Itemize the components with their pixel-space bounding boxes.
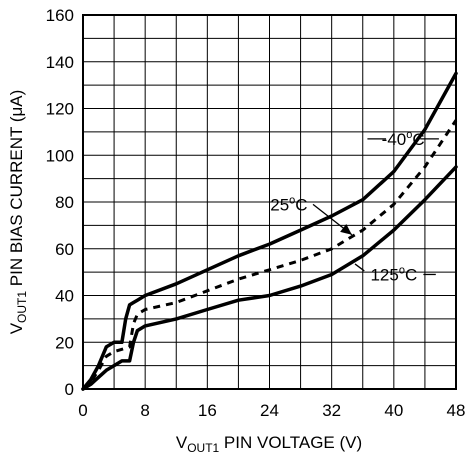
x-tick-label: 32 [322, 401, 341, 420]
x-axis-title-main: V [176, 433, 188, 452]
annotation-arrowhead [340, 224, 352, 235]
series-line-2 [81, 165, 458, 391]
y-tick-label: 160 [46, 6, 74, 25]
y-axis-title-sub: OUT1 [15, 291, 29, 323]
y-axis-title-main: V [7, 322, 26, 334]
y-axis-title: VOUT1 PIN BIAS CURRENT (μA) [7, 90, 29, 335]
y-tick-label: 40 [55, 287, 74, 306]
y-tick-label: 140 [46, 53, 74, 72]
y-axis-title-rest: PIN BIAS CURRENT (μA) [7, 90, 26, 291]
x-tick-label: 24 [260, 401, 279, 420]
tick-labels: 0 8 16 24 32 40 48 0 20 40 60 80 100 120 140 160 [46, 6, 466, 420]
x-tick-label: 8 [140, 401, 149, 420]
x-tick-label: 16 [198, 401, 217, 420]
y-tick-label: 120 [46, 100, 74, 119]
series-label-1: 25oC [270, 194, 307, 214]
y-tick-label: 0 [65, 380, 74, 399]
x-tick-label: 40 [384, 401, 403, 420]
x-axis-title-rest: PIN VOLTAGE (V) [219, 433, 362, 452]
grid [82, 14, 457, 390]
x-tick-label: 0 [78, 401, 87, 420]
y-tick-label: 20 [55, 333, 74, 352]
x-axis-title-sub: OUT1 [187, 441, 219, 455]
annotation-leader [354, 263, 365, 272]
series-label-0: -40oC [382, 129, 425, 149]
x-axis-title: VOUT1 PIN VOLTAGE (V) [176, 433, 362, 455]
series-line-1 [81, 119, 458, 391]
series-annotations: -40oC 25oC 125oC [270, 129, 439, 284]
y-tick-label: 60 [55, 240, 74, 259]
series-label-2: 125oC [370, 264, 417, 284]
y-tick-label: 100 [46, 146, 74, 165]
series [81, 71, 458, 391]
series-line-0 [81, 71, 458, 391]
y-tick-label: 80 [55, 193, 74, 212]
plot-frame [82, 14, 457, 390]
x-tick-label: 48 [447, 401, 466, 420]
